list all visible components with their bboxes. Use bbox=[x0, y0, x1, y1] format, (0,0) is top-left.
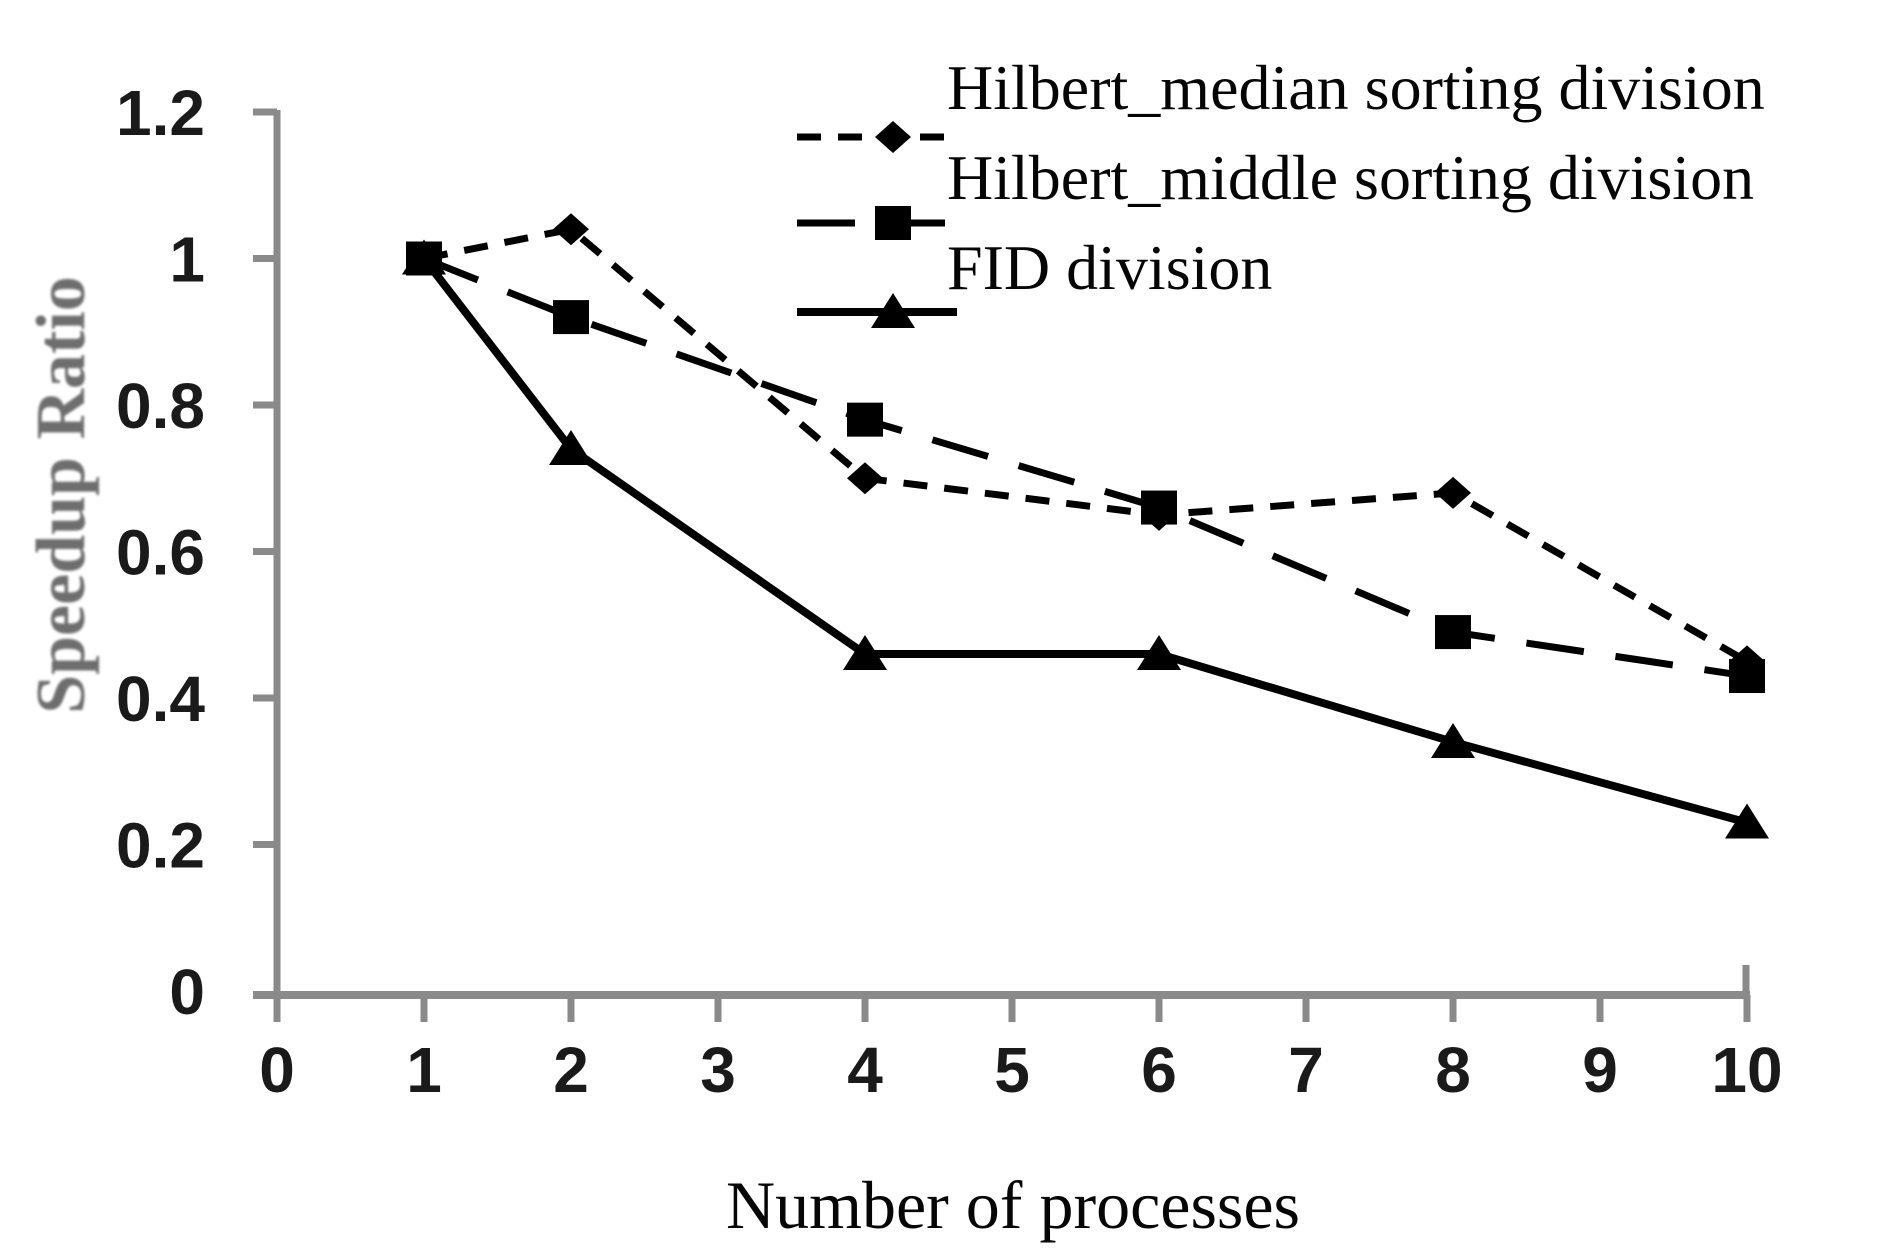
legend-label-hilbert-middle: Hilbert_middle sorting division bbox=[947, 142, 1755, 213]
svg-text:5: 5 bbox=[994, 1034, 1030, 1106]
svg-text:9: 9 bbox=[1582, 1034, 1618, 1106]
svg-text:1: 1 bbox=[169, 224, 205, 296]
svg-text:7: 7 bbox=[1288, 1034, 1324, 1106]
svg-text:1: 1 bbox=[406, 1034, 442, 1106]
x-axis-title: Number of processes bbox=[725, 1167, 1301, 1243]
legend-marker-square-icon bbox=[797, 206, 957, 240]
legend-marker-triangle-icon bbox=[797, 293, 957, 328]
svg-text:0.6: 0.6 bbox=[116, 517, 205, 589]
svg-text:0: 0 bbox=[169, 956, 205, 1028]
svg-text:1.2: 1.2 bbox=[116, 77, 205, 149]
svg-text:4: 4 bbox=[847, 1034, 883, 1106]
svg-text:0: 0 bbox=[259, 1034, 295, 1106]
svg-text:8: 8 bbox=[1435, 1034, 1471, 1106]
svg-text:0.8: 0.8 bbox=[116, 370, 205, 442]
legend-marker-diamond-icon bbox=[797, 121, 957, 153]
svg-text:2: 2 bbox=[553, 1034, 589, 1106]
legend-label-hilbert-median: Hilbert_median sorting division bbox=[947, 52, 1765, 123]
svg-text:0.2: 0.2 bbox=[116, 810, 205, 882]
svg-text:6: 6 bbox=[1141, 1034, 1177, 1106]
legend-label-fid: FID division bbox=[947, 232, 1273, 303]
y-axis-title: Speedup Ratio bbox=[23, 276, 100, 714]
svg-text:10: 10 bbox=[1711, 1034, 1782, 1106]
svg-text:3: 3 bbox=[700, 1034, 736, 1106]
svg-text:0.4: 0.4 bbox=[116, 663, 205, 735]
